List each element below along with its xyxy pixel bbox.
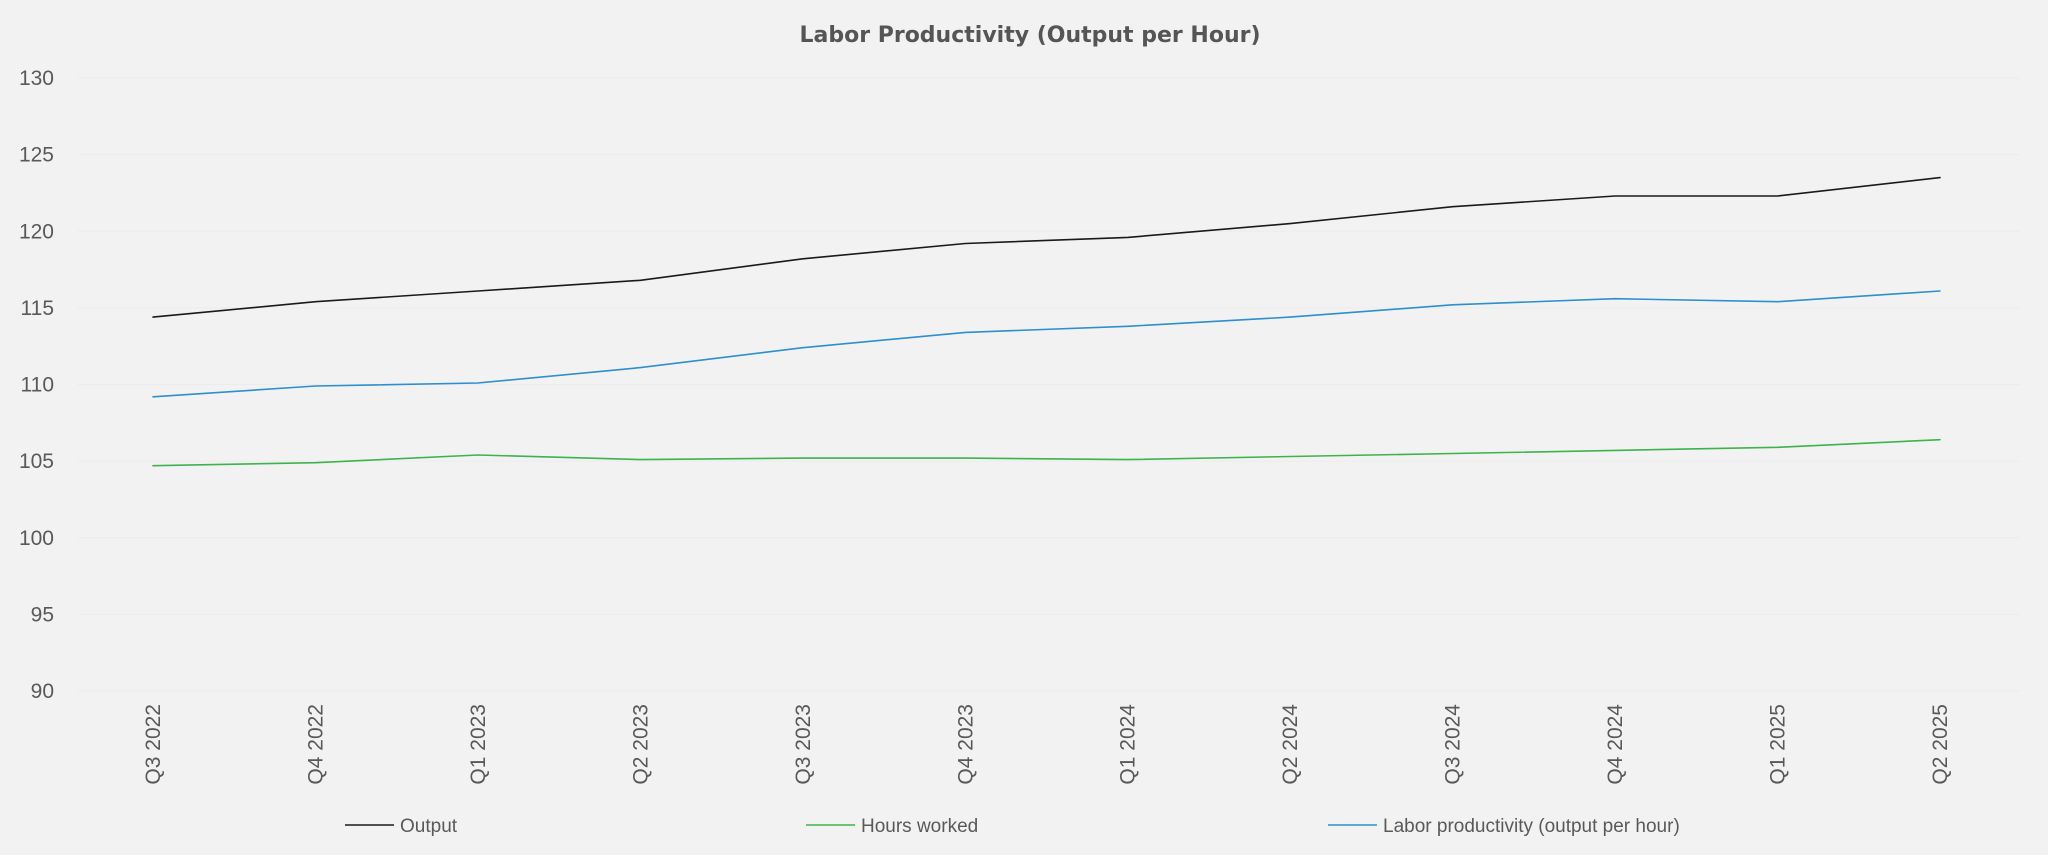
y-tick-label: 110 xyxy=(21,374,54,397)
legend-label: Output xyxy=(400,816,458,837)
y-tick-label: 95 xyxy=(31,603,54,626)
chart-title: Labor Productivity (Output per Hour) xyxy=(799,23,1260,48)
x-axis: Q3 2022 Q4 2022 Q1 2023 Q2 2023 Q3 2023 Q4 20… xyxy=(142,704,1952,785)
y-tick-label: 130 xyxy=(19,67,54,90)
y-tick-label: 100 xyxy=(19,527,54,550)
x-tick-label: Q1 2024 xyxy=(1117,704,1140,785)
y-tick-label: 90 xyxy=(31,680,54,703)
x-tick-label: Q3 2022 xyxy=(142,704,165,785)
legend: Output Hours worked Labor productivity (ou… xyxy=(345,816,1680,837)
legend-label: Labor productivity (output per hour) xyxy=(1383,816,1680,837)
y-tick-label: 120 xyxy=(19,220,54,243)
x-tick-label: Q1 2023 xyxy=(467,704,490,785)
series-line-labor-productivity-output-per-hour xyxy=(152,290,1941,398)
y-tick-label: 105 xyxy=(19,450,54,473)
x-tick-label: Q3 2023 xyxy=(792,704,815,785)
x-tick-label: Q2 2024 xyxy=(1279,704,1302,785)
x-tick-label: Q1 2025 xyxy=(1767,704,1790,785)
x-tick-label: Q3 2024 xyxy=(1442,704,1465,785)
x-tick-label: Q4 2024 xyxy=(1604,704,1627,785)
x-tick-label: Q2 2025 xyxy=(1929,704,1952,785)
y-axis: 90 95 100 105 110 115 120 125 130 xyxy=(19,67,54,703)
y-tick-label: 125 xyxy=(19,144,54,167)
x-tick-label: Q4 2023 xyxy=(954,704,977,785)
series-lines xyxy=(152,176,1941,467)
series-line-hours-worked xyxy=(152,438,1941,467)
series-line-output xyxy=(152,176,1941,318)
legend-label: Hours worked xyxy=(861,816,978,837)
y-tick-label: 115 xyxy=(21,297,54,320)
x-tick-label: Q4 2022 xyxy=(304,704,327,785)
x-tick-label: Q2 2023 xyxy=(629,704,652,785)
